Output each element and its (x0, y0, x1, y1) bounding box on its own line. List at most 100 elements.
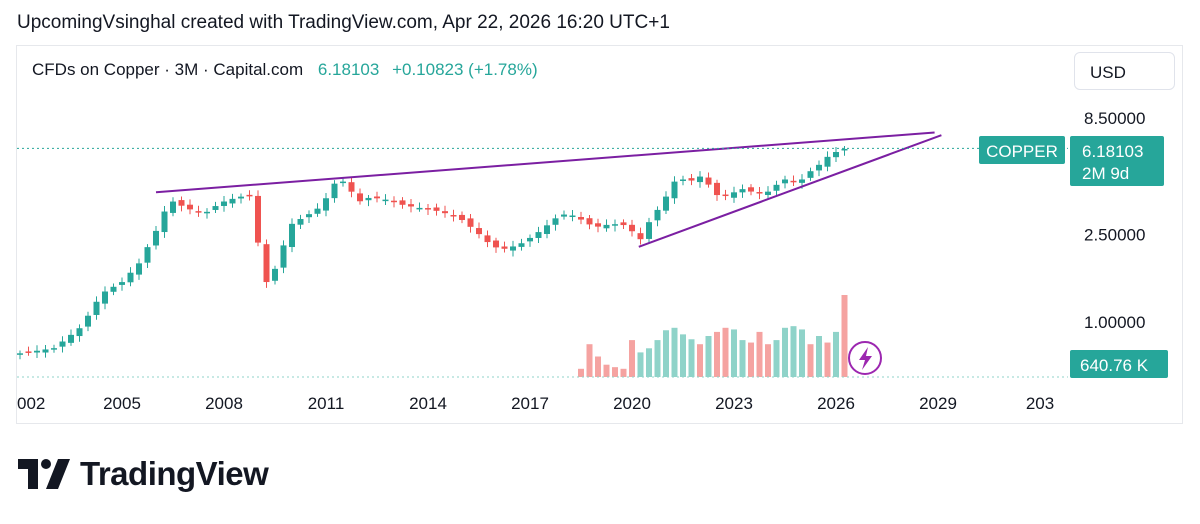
candle (306, 210, 312, 224)
volume-bar (841, 295, 848, 377)
candle (25, 346, 32, 356)
lightning-icon[interactable] (848, 341, 882, 375)
candle (144, 244, 151, 268)
candle (204, 208, 210, 219)
candle (408, 199, 414, 213)
ticker-badge (979, 136, 1065, 164)
candle (263, 239, 270, 288)
y-tick-label: 2.50000 (1084, 226, 1145, 245)
candle (561, 210, 567, 220)
x-tick-label: 2026 (817, 394, 855, 413)
candle (297, 214, 304, 229)
candle (748, 184, 754, 196)
candle (136, 258, 142, 280)
symbol-info: CFDs on Copper · 3M · Capital.com 6.1810… (32, 60, 538, 80)
candle (467, 213, 474, 233)
volume-bar (807, 344, 814, 377)
x-tick-label: 2014 (409, 394, 447, 413)
candle (76, 324, 83, 342)
volume-bar (739, 340, 746, 377)
candle (289, 218, 295, 253)
currency-button[interactable]: USD (1074, 52, 1175, 90)
candle (170, 197, 176, 217)
x-tick-label: 2008 (205, 394, 243, 413)
candle (739, 184, 746, 198)
symbol-change: +0.10823 (+1.78%) (392, 60, 538, 79)
x-tick-label: 2029 (919, 394, 957, 413)
x-tick-label: 2017 (511, 394, 549, 413)
candle (357, 188, 363, 205)
candle (544, 219, 550, 239)
tradingview-logo-icon (18, 459, 70, 489)
candle (365, 194, 372, 207)
candle (569, 210, 576, 222)
candle (722, 189, 729, 201)
candle (195, 205, 202, 217)
candle (255, 190, 261, 247)
price-badge-value: 6.18103 (1082, 142, 1143, 161)
volume-bar (765, 344, 771, 377)
volume-bar (586, 344, 593, 377)
candle (646, 217, 652, 243)
x-tick-label: 2005 (103, 394, 141, 413)
candle (331, 180, 338, 203)
brand-logo: TradingView (18, 455, 269, 492)
volume-bar (688, 339, 695, 377)
volume-bar (816, 336, 822, 377)
symbol-price: 6.18103 (317, 60, 380, 79)
candle (807, 167, 814, 181)
candle (51, 344, 57, 353)
volume-bar (612, 367, 618, 377)
candle (433, 203, 440, 216)
candle (229, 193, 236, 208)
candle (102, 286, 108, 310)
candle (586, 214, 593, 230)
candle (348, 176, 355, 198)
candle (221, 196, 227, 212)
candle (161, 206, 168, 238)
candle (518, 238, 525, 251)
volume-bar (663, 330, 669, 377)
volume-bar (646, 348, 652, 377)
x-tick-label: 2023 (715, 394, 753, 413)
volume-bar (799, 329, 805, 377)
candle (272, 265, 278, 285)
volume-bar (782, 327, 788, 377)
candle (416, 202, 423, 212)
volume-bar (773, 340, 780, 377)
candle (68, 329, 74, 346)
candle (501, 241, 508, 253)
candle (603, 219, 610, 232)
wedge-upper-trendline[interactable] (155, 131, 935, 194)
candle (246, 190, 253, 201)
volume-badge (1070, 350, 1168, 378)
chart-header: UpcomingVsinghal created with TradingVie… (17, 12, 670, 33)
volume-badge-value: 640.76 K (1080, 356, 1149, 375)
volume-bar (731, 329, 737, 377)
symbol-name: CFDs on Copper · 3M · Capital.com (32, 60, 304, 79)
volume-bar (697, 344, 703, 377)
candle (833, 147, 839, 163)
candle (459, 211, 465, 224)
candle (782, 175, 788, 189)
volume-bar (722, 327, 729, 377)
candle (374, 191, 380, 203)
volume-bar (654, 340, 661, 377)
wedge-lower-trendline[interactable] (638, 134, 942, 248)
candle (450, 209, 457, 222)
volume-bar (620, 368, 627, 377)
candle (399, 197, 406, 209)
candle (731, 186, 737, 203)
candle (280, 240, 287, 274)
volume-bar (671, 327, 678, 377)
volume-bar (756, 331, 763, 377)
volume-bar (824, 342, 831, 377)
candle (671, 176, 678, 204)
candle (629, 219, 635, 237)
candle (93, 296, 100, 320)
candle (816, 160, 822, 177)
volume-bar (748, 342, 754, 377)
x-tick-label: 002 (17, 394, 45, 413)
candle (493, 237, 499, 253)
